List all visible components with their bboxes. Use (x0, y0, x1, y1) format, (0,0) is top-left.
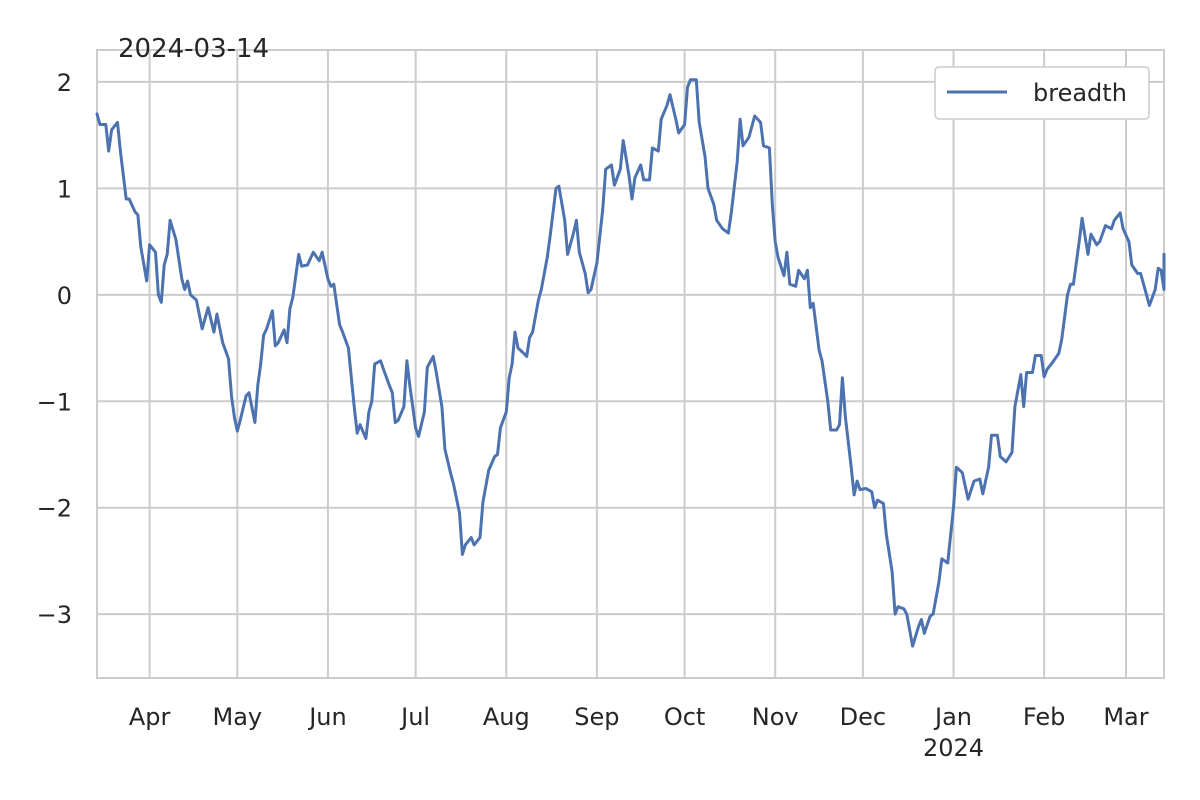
y-tick-label: −2 (37, 495, 72, 523)
x-tick-sublabel: 2024 (923, 734, 984, 762)
x-tick-label: Apr (129, 703, 171, 731)
x-tick-label: Nov (752, 703, 799, 731)
x-tick-label: Jun (307, 703, 347, 731)
y-tick-label: 2 (57, 69, 72, 97)
legend-label-breadth: breadth (1033, 79, 1127, 107)
y-tick-label: 0 (57, 282, 72, 310)
x-tick-label: May (213, 703, 263, 731)
y-tick-label: −3 (37, 601, 72, 629)
plot-area (97, 50, 1164, 678)
x-tick-label: Mar (1103, 703, 1148, 731)
plot-frame (96, 49, 1165, 679)
series-layer (95, 78, 1166, 648)
x-axis-ticks: Apr May Jun Jul Aug Sep Oct Nov Dec Jan 2024 Feb Mar (129, 703, 1149, 762)
legend-box (934, 66, 1150, 120)
x-tick-label: Feb (1023, 703, 1066, 731)
x-tick-label: Jul (399, 703, 430, 731)
series-line-breadth (95, 78, 1166, 648)
y-tick-label: −1 (37, 388, 72, 416)
x-tick-label: Sep (574, 703, 619, 731)
x-tick-label: Oct (664, 703, 706, 731)
y-tick-label: 1 (57, 175, 72, 203)
legend: breadth (934, 66, 1150, 120)
date-annotation: 2024-03-14 (118, 34, 269, 64)
y-axis-ticks: 2 1 0 −1 −2 −3 (37, 69, 72, 629)
x-tick-label: Dec (840, 703, 886, 731)
x-tick-label: Aug (483, 703, 530, 731)
x-tick-label: Jan (933, 703, 972, 731)
